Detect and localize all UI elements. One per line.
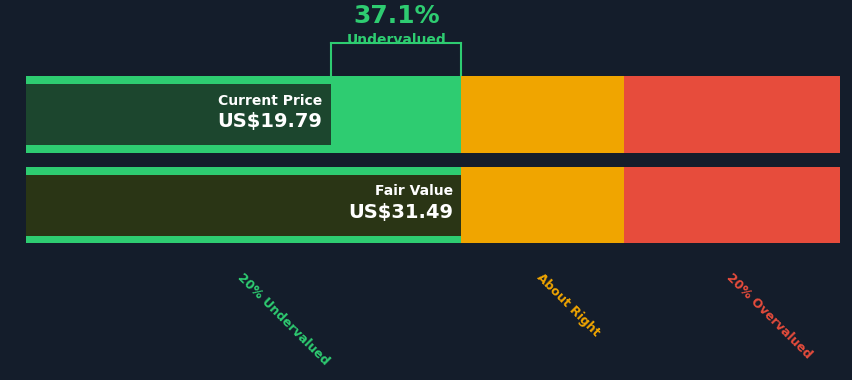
Bar <box>461 76 624 153</box>
Text: 37.1%: 37.1% <box>353 4 439 28</box>
Text: US$19.79: US$19.79 <box>217 112 322 131</box>
Text: 20% Undervalued: 20% Undervalued <box>234 271 331 368</box>
Bar <box>26 174 461 236</box>
Bar <box>26 76 461 153</box>
Text: 20% Overvalued: 20% Overvalued <box>722 271 813 361</box>
Text: Current Price: Current Price <box>218 94 322 108</box>
Text: About Right: About Right <box>533 271 602 339</box>
Bar <box>624 167 839 243</box>
Bar <box>26 167 461 243</box>
Bar <box>26 84 331 145</box>
Text: Fair Value: Fair Value <box>374 184 452 198</box>
Bar <box>624 76 839 153</box>
Text: US$31.49: US$31.49 <box>348 203 452 222</box>
Text: Undervalued: Undervalued <box>346 33 446 47</box>
Bar <box>461 167 624 243</box>
